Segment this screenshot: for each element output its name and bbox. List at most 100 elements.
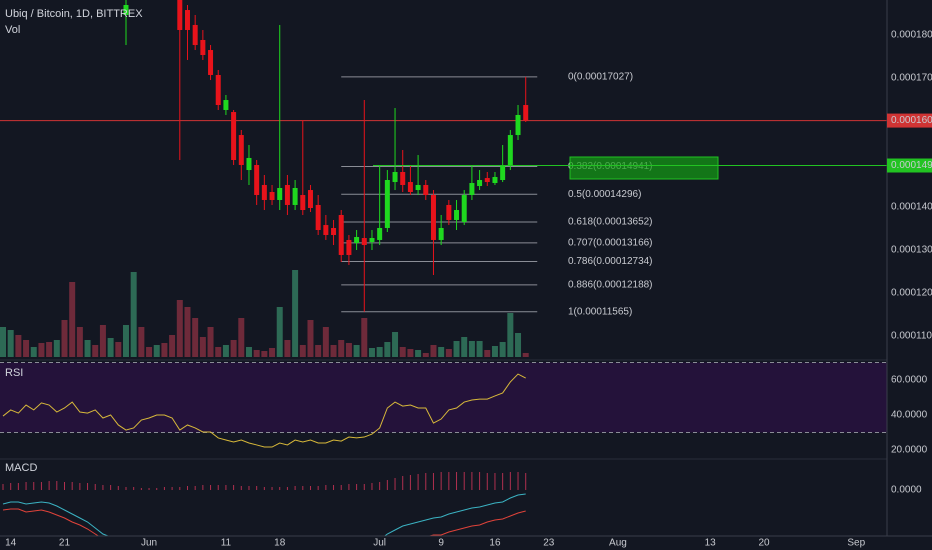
volume-bar — [169, 335, 176, 357]
volume-bar — [15, 335, 22, 357]
candle-body — [192, 24, 198, 46]
volume-bar — [407, 349, 414, 357]
volume-bar — [345, 343, 352, 357]
volume-bar — [284, 340, 291, 357]
candle-body — [423, 184, 429, 196]
volume-bar — [230, 340, 237, 357]
volume-title: Vol — [5, 24, 20, 36]
candle-body — [200, 39, 206, 55]
volume-bar — [99, 325, 106, 357]
volume-bar — [276, 307, 283, 357]
candle-body — [284, 184, 290, 205]
x-tick-label: Jun — [141, 538, 157, 549]
candle-body — [361, 238, 367, 246]
candle-body — [461, 195, 467, 223]
volume-bar — [92, 345, 99, 357]
volume-bar — [0, 327, 6, 357]
candle-body — [323, 225, 329, 235]
x-tick-label: Jul — [373, 538, 386, 549]
candle-body — [469, 183, 475, 196]
volume-bar — [76, 327, 83, 357]
candle-body — [484, 178, 490, 183]
volume-bar — [361, 318, 368, 357]
rsi-tick-label: 20.0000 — [891, 445, 928, 456]
fib-label: 0.707(0.00013166) — [568, 238, 653, 249]
candle-body — [208, 50, 214, 75]
y-tick-label: 0.00017000 — [891, 73, 932, 84]
rsi-tick-label: 40.0000 — [891, 410, 928, 421]
volume-bar — [207, 327, 214, 357]
horizontal-line-tag — [887, 158, 932, 173]
volume-bar — [84, 340, 91, 357]
volume-bar — [453, 341, 460, 357]
candle-body — [215, 74, 221, 106]
volume-bar — [484, 350, 491, 357]
drawn-box — [569, 156, 719, 180]
macd-pane — [2, 472, 527, 536]
volume-bar — [269, 348, 276, 357]
volume-bar — [69, 282, 76, 357]
macd-line — [2, 493, 526, 536]
y-tick-label: 0.00018000 — [891, 30, 932, 41]
candle-body — [184, 10, 190, 31]
x-tick-label: 20 — [758, 538, 770, 549]
x-tick-label: 21 — [59, 538, 71, 549]
candle-body — [331, 227, 337, 235]
candle-body — [438, 227, 444, 240]
candle-body — [238, 135, 244, 165]
volume-bar — [199, 337, 206, 357]
candle-body — [223, 100, 229, 110]
candle-body — [392, 172, 398, 183]
volume-bar — [368, 348, 375, 357]
volume-bar — [330, 345, 337, 357]
x-tick-label: 14 — [5, 538, 17, 549]
volume-bar — [476, 341, 483, 357]
volume-bar — [384, 342, 391, 357]
signal-line — [2, 508, 526, 536]
volume-bar — [192, 318, 199, 357]
rsi-pane — [0, 362, 887, 448]
candle-body — [231, 112, 237, 161]
candle-body — [415, 184, 421, 191]
volume-bar — [153, 345, 160, 357]
candle-body — [246, 157, 252, 171]
candle-body — [307, 190, 313, 208]
fib-label: 0.618(0.00013652) — [568, 217, 653, 228]
volume-bar — [184, 307, 191, 357]
volume-bar — [46, 342, 53, 357]
x-tick-label: Sep — [847, 538, 865, 549]
price-pane: 0(0.00017027)0.382(0.00014941)0.5(0.0001… — [0, 0, 887, 357]
candle-body — [254, 164, 260, 196]
volume-bar — [468, 341, 475, 357]
volume-bar — [115, 342, 122, 357]
fib-label: 0.5(0.00014296) — [568, 189, 641, 200]
volume-bar — [392, 332, 399, 357]
volume-bar — [222, 345, 229, 357]
candle-body — [261, 184, 267, 200]
volume-bar — [238, 318, 245, 357]
volume-bar — [138, 327, 145, 357]
candle-body — [446, 204, 452, 220]
candle-body — [507, 135, 513, 165]
fib-label: 0(0.00017027) — [568, 71, 633, 82]
macd-tick-label: 0.0000 — [891, 485, 922, 496]
x-tick-label: 11 — [221, 538, 232, 549]
volume-bar — [30, 347, 37, 357]
volume-bar — [215, 347, 222, 357]
volume-bar — [338, 340, 345, 357]
candle-body — [454, 210, 460, 220]
last-price-tag-label: 0.00016010 — [891, 115, 932, 126]
macd-title: MACD — [5, 462, 37, 474]
candle-body — [400, 172, 406, 185]
candle-body — [430, 195, 436, 240]
volume-bar — [23, 340, 30, 357]
x-tick-label: 18 — [274, 538, 286, 549]
volume-bar — [522, 353, 529, 357]
volume-bar — [261, 351, 268, 357]
volume-bar — [292, 270, 299, 357]
candle-body — [384, 180, 390, 228]
candle-body — [515, 114, 521, 136]
candle-body — [477, 180, 483, 187]
